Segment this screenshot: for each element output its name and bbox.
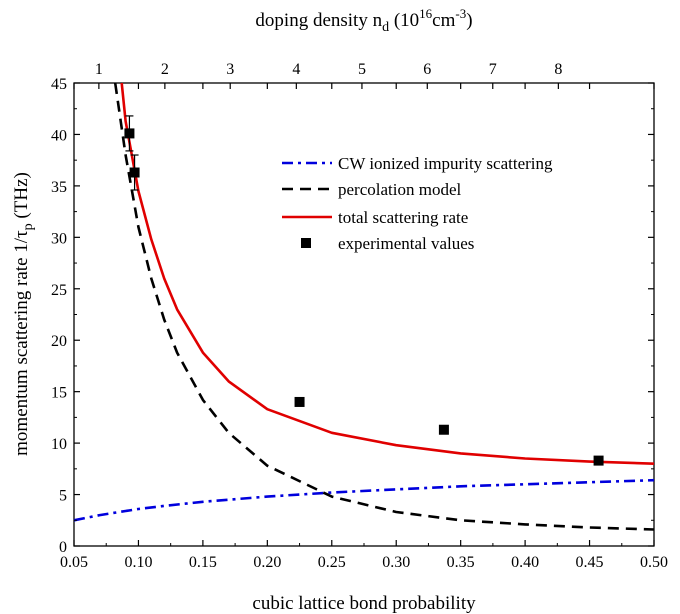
y-tick-label: 25 <box>51 282 67 299</box>
cw-impurity-curve <box>73 478 655 522</box>
experimental-point <box>294 396 305 407</box>
experimental-point <box>593 455 604 466</box>
x-tick-label: 0.10 <box>124 554 152 571</box>
x-tick-label: 0.30 <box>382 554 410 571</box>
experimental-point <box>438 424 449 435</box>
x2-axis-title: doping density nd (1016cm-3) <box>255 6 472 35</box>
x-tick-label: 0.40 <box>511 554 539 571</box>
x2-tick-label: 8 <box>554 61 562 78</box>
y-tick-label: 20 <box>51 333 67 350</box>
marker-layer <box>124 115 604 466</box>
x-axis-title: cubic lattice bond probability <box>252 593 476 614</box>
y-tick-label: 0 <box>59 539 67 556</box>
total-rate-curve <box>120 82 655 465</box>
x2-tick-label: 3 <box>226 61 234 78</box>
y-axis-title: momentum scattering rate 1/τp (THz) <box>11 172 36 456</box>
y-tick-label: 5 <box>59 488 67 505</box>
plot-frame <box>73 82 655 547</box>
x2-tick-label: 2 <box>161 61 169 78</box>
x2-tick-label: 1 <box>95 61 103 78</box>
legend-label-experimental: experimental values <box>338 234 474 253</box>
tick-layer: 0.05 0.10 0.15 0.20 0.25 0.30 0.35 0.40 0.45 0.50… <box>51 61 668 571</box>
percolation-curve <box>113 82 655 531</box>
legend-label-total: total scattering rate <box>338 208 468 227</box>
x-tick-label: 0.05 <box>60 554 88 571</box>
experimental-point <box>129 167 140 178</box>
x-tick-label: 0.35 <box>447 554 475 571</box>
y-tick-label: 40 <box>51 127 67 144</box>
x2-tick-label: 4 <box>292 61 300 78</box>
x-tick-label: 0.20 <box>253 554 281 571</box>
x-tick-label: 0.25 <box>318 554 346 571</box>
x-tick-label: 0.50 <box>640 554 668 571</box>
legend: CW ionized impurity scattering percolati… <box>282 154 553 253</box>
x2-tick-label: 6 <box>423 61 431 78</box>
x2-tick-label: 5 <box>358 61 366 78</box>
y-tick-label: 30 <box>51 230 67 247</box>
y-tick-label: 15 <box>51 385 67 402</box>
y-tick-label: 10 <box>51 436 67 453</box>
x2-tick-label: 7 <box>489 61 497 78</box>
legend-label-percolation: percolation model <box>338 180 461 199</box>
series-layer <box>73 82 655 531</box>
x-tick-label: 0.15 <box>189 554 217 571</box>
y-tick-label: 45 <box>51 76 67 93</box>
x-tick-label: 0.45 <box>576 554 604 571</box>
y-tick-label: 35 <box>51 179 67 196</box>
experimental-point <box>124 128 135 139</box>
legend-label-cw: CW ionized impurity scattering <box>338 154 553 173</box>
legend-swatch-experimental <box>301 238 311 248</box>
